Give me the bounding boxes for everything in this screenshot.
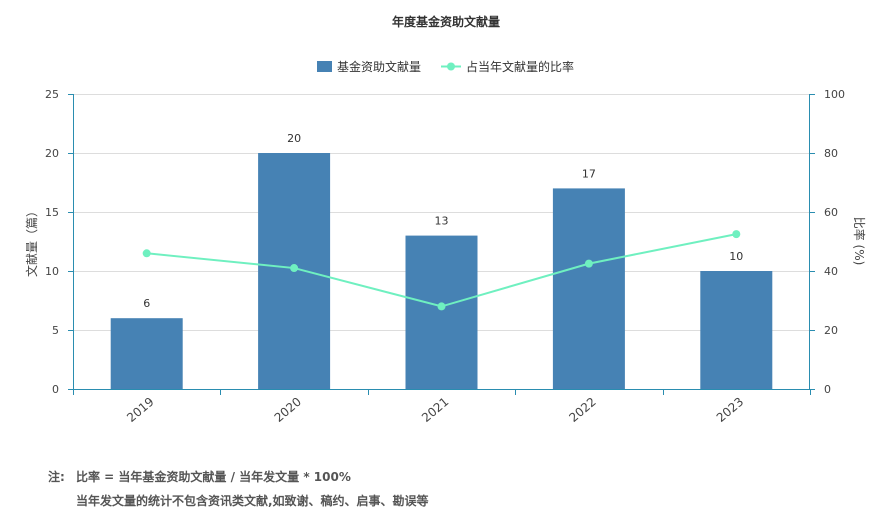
y-tick-label-left: 0 [52, 383, 59, 396]
y-tick-label-left: 20 [45, 147, 59, 160]
bar [552, 188, 625, 389]
x-tick-label: 2020 [272, 395, 304, 425]
legend-line-label[interactable]: 占当年文献量的比率 [466, 59, 574, 74]
bar-series [110, 153, 773, 389]
legend[interactable]: 基金资助文献量 占当年文献量的比率 [317, 59, 574, 74]
y-axis-right-ticks: 0 20 40 60 80 100 [810, 88, 845, 396]
legend-bar-swatch [317, 61, 332, 72]
bar [700, 271, 773, 389]
bar [110, 318, 183, 389]
y-axis-left-title: 文献量（篇） [24, 205, 39, 277]
note-line-1: 比率 = 当年基金资助文献量 / 当年发文量 * 100% [76, 470, 351, 484]
chart: 年度基金资助文献量 基金资助文献量 占当年文献量的比率 0 5 10 15 20 25 0… [24, 14, 867, 425]
ratio-point [142, 249, 151, 258]
y-tick-label-right: 0 [824, 383, 831, 396]
bar-value-label: 20 [287, 132, 301, 145]
x-axis-ticks: 2019 2020 2021 2022 2023 [73, 389, 811, 425]
x-tick-label: 2022 [566, 395, 598, 425]
note-exclusion: 当年发文量的统计不包含资讯类文献,如致谢、稿约、启事、勘误等 [76, 494, 429, 508]
y-axis-right-title: 比率 (%) [852, 217, 867, 266]
ratio-points [142, 230, 741, 311]
ratio-point [584, 259, 593, 268]
bar-value-label: 13 [435, 215, 449, 228]
note-formula: 注: 比率 = 当年基金资助文献量 / 当年发文量 * 100% [48, 468, 351, 485]
bar-data-labels: 6 20 13 17 10 [143, 132, 743, 310]
bar-value-label: 10 [729, 250, 743, 263]
y-tick-label-right: 100 [824, 88, 845, 101]
note-label: 注: [48, 470, 65, 484]
ratio-point [437, 302, 446, 311]
y-tick-label-right: 20 [824, 324, 838, 337]
ratio-point [290, 264, 299, 273]
x-tick-label: 2021 [419, 395, 451, 425]
y-tick-label-left: 10 [45, 265, 59, 278]
y-tick-label-left: 25 [45, 88, 59, 101]
y-tick-label-left: 5 [52, 324, 59, 337]
y-axis-left-ticks: 0 5 10 15 20 25 [45, 88, 73, 396]
legend-bar-label[interactable]: 基金资助文献量 [337, 59, 421, 74]
y-tick-label-right: 60 [824, 206, 838, 219]
x-tick-label: 2023 [714, 395, 746, 425]
y-tick-label-left: 15 [45, 206, 59, 219]
ratio-point [732, 230, 741, 239]
legend-line-marker [447, 62, 455, 71]
x-tick-label: 2019 [124, 395, 156, 425]
bar [405, 235, 478, 389]
y-tick-label-right: 40 [824, 265, 838, 278]
y-tick-label-right: 80 [824, 147, 838, 160]
bar-value-label: 6 [143, 297, 150, 310]
chart-title: 年度基金资助文献量 [392, 14, 500, 29]
bar-value-label: 17 [582, 167, 596, 180]
